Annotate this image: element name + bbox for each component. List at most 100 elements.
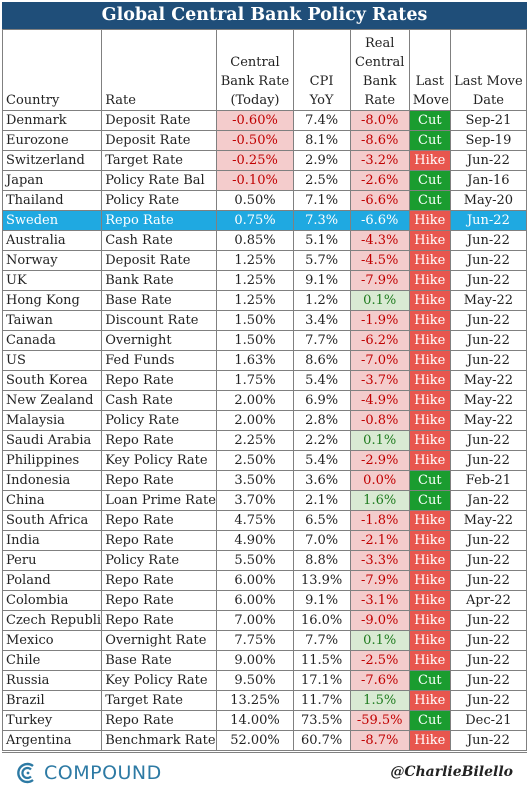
real-rate-cell: -3.3% xyxy=(349,550,410,571)
real-rate-cell: -4.3% xyxy=(349,230,410,251)
last-move-date-cell: Jun-22 xyxy=(449,210,528,231)
central-bank-rate-cell: -0.60% xyxy=(216,110,294,131)
country-cell: Turkey xyxy=(1,710,103,731)
last-move-date-cell: Jan-22 xyxy=(449,490,528,511)
real-rate-cell: -2.9% xyxy=(349,450,410,471)
rate-cell: Bank Rate xyxy=(101,270,218,291)
real-rate-cell: -4.9% xyxy=(349,390,410,411)
last-move-date-cell: Jun-22 xyxy=(449,690,528,711)
rate-cell: Deposit Rate xyxy=(101,130,218,151)
rate-cell: Repo Rate xyxy=(101,530,218,551)
cpi-cell: 13.9% xyxy=(292,570,351,591)
country-cell: Canada xyxy=(1,330,103,351)
cpi-cell: 6.9% xyxy=(292,390,351,411)
real-rate-cell: -3.2% xyxy=(349,150,410,171)
cpi-cell: 7.1% xyxy=(292,190,351,211)
last-move-cell: Hike xyxy=(408,530,451,551)
real-rate-cell: -3.7% xyxy=(349,370,410,391)
table-row: South Korea Repo Rate 1.75% 5.4% -3.7% Hike Ma… xyxy=(1,370,528,391)
table-row: Poland Repo Rate 6.00% 13.9% -7.9% Hike Jun-22 xyxy=(1,570,528,591)
last-move-cell: Cut xyxy=(408,490,451,511)
central-bank-rate-cell: 0.85% xyxy=(216,230,294,251)
real-rate-cell: -2.1% xyxy=(349,530,410,551)
real-rate-cell: -8.0% xyxy=(349,110,410,131)
last-move-date-cell: Jun-22 xyxy=(449,430,528,451)
real-rate-cell: -6.2% xyxy=(349,330,410,351)
country-cell: Brazil xyxy=(1,690,103,711)
cpi-cell: 5.1% xyxy=(292,230,351,251)
last-move-date-cell: Jun-22 xyxy=(449,450,528,471)
last-move-date-cell: Feb-21 xyxy=(449,470,528,491)
real-rate-cell: -7.0% xyxy=(349,350,410,371)
cpi-cell: 9.1% xyxy=(292,270,351,291)
central-bank-rate-cell: 1.25% xyxy=(216,290,294,311)
central-bank-rate-cell: 3.50% xyxy=(216,470,294,491)
header-central-bank-rate: Central Bank Rate (Today) xyxy=(216,29,294,111)
last-move-cell: Cut xyxy=(408,170,451,191)
country-cell: Philippines xyxy=(1,450,103,471)
last-move-cell: Hike xyxy=(408,250,451,271)
central-bank-rate-cell: 1.50% xyxy=(216,310,294,331)
cpi-cell: 3.6% xyxy=(292,470,351,491)
last-move-cell: Hike xyxy=(408,150,451,171)
cpi-cell: 11.7% xyxy=(292,690,351,711)
cpi-cell: 2.1% xyxy=(292,490,351,511)
real-rate-cell: 0.1% xyxy=(349,430,410,451)
rate-cell: Cash Rate xyxy=(101,390,218,411)
central-bank-rate-cell: 7.00% xyxy=(216,610,294,631)
cpi-cell: 60.7% xyxy=(292,730,351,751)
last-move-date-cell: May-22 xyxy=(449,510,528,531)
rate-cell: Benchmark Rate xyxy=(101,730,218,751)
table-row: China Loan Prime Rate 3.70% 2.1% 1.6% Cut Jan-… xyxy=(1,490,528,511)
last-move-date-cell: Jun-22 xyxy=(449,650,528,671)
central-bank-rate-cell: 2.00% xyxy=(216,410,294,431)
cpi-cell: 7.7% xyxy=(292,330,351,351)
last-move-cell: Hike xyxy=(408,430,451,451)
country-cell: Norway xyxy=(1,250,103,271)
real-rate-cell: -4.5% xyxy=(349,250,410,271)
table-row: India Repo Rate 4.90% 7.0% -2.1% Hike Jun-22 xyxy=(1,530,528,551)
table-body: Denmark Deposit Rate -0.60% 7.4% -8.0% Cut Sep… xyxy=(1,110,528,751)
rate-cell: Key Policy Rate xyxy=(101,670,218,691)
last-move-date-cell: May-22 xyxy=(449,290,528,311)
real-rate-cell: -6.6% xyxy=(349,210,410,231)
rate-cell: Cash Rate xyxy=(101,230,218,251)
cpi-cell: 7.3% xyxy=(292,210,351,231)
rate-cell: Base Rate xyxy=(101,650,218,671)
real-rate-cell: -2.6% xyxy=(349,170,410,191)
rate-cell: Policy Rate Bal xyxy=(101,170,218,191)
country-cell: UK xyxy=(1,270,103,291)
last-move-cell: Hike xyxy=(408,410,451,431)
country-cell: Czech Republic xyxy=(1,610,103,631)
last-move-date-cell: Jun-22 xyxy=(449,310,528,331)
real-rate-cell: -3.1% xyxy=(349,590,410,611)
central-bank-rate-cell: 4.90% xyxy=(216,530,294,551)
last-move-cell: Hike xyxy=(408,450,451,471)
country-cell: Saudi Arabia xyxy=(1,430,103,451)
table-row: UK Bank Rate 1.25% 9.1% -7.9% Hike Jun-22 xyxy=(1,270,528,291)
table-row: Colombia Repo Rate 6.00% 9.1% -3.1% Hike Apr-2… xyxy=(1,590,528,611)
table-row: Malaysia Policy Rate 2.00% 2.8% -0.8% Hike May… xyxy=(1,410,528,431)
table-row: Turkey Repo Rate 14.00% 73.5% -59.5% Cut Dec-2… xyxy=(1,710,528,731)
table-row: Philippines Key Policy Rate 2.50% 5.4% -2.9%… xyxy=(1,450,528,471)
header-rate: Rate xyxy=(101,29,218,111)
central-bank-rate-cell: 52.00% xyxy=(216,730,294,751)
last-move-cell: Hike xyxy=(408,510,451,531)
real-rate-cell: -7.6% xyxy=(349,670,410,691)
last-move-cell: Hike xyxy=(408,310,451,331)
rate-cell: Discount Rate xyxy=(101,310,218,331)
last-move-cell: Hike xyxy=(408,270,451,291)
last-move-cell: Hike xyxy=(408,230,451,251)
table-row: Indonesia Repo Rate 3.50% 3.6% 0.0% Cut Feb-21 xyxy=(1,470,528,491)
rate-cell: Key Policy Rate xyxy=(101,450,218,471)
real-rate-cell: 1.5% xyxy=(349,690,410,711)
rate-cell: Repo Rate xyxy=(101,590,218,611)
last-move-date-cell: Jun-22 xyxy=(449,330,528,351)
central-bank-rate-cell: 0.50% xyxy=(216,190,294,211)
country-cell: Poland xyxy=(1,570,103,591)
cpi-cell: 8.1% xyxy=(292,130,351,151)
cpi-cell: 8.6% xyxy=(292,350,351,371)
last-move-cell: Hike xyxy=(408,590,451,611)
real-rate-cell: -8.7% xyxy=(349,730,410,751)
